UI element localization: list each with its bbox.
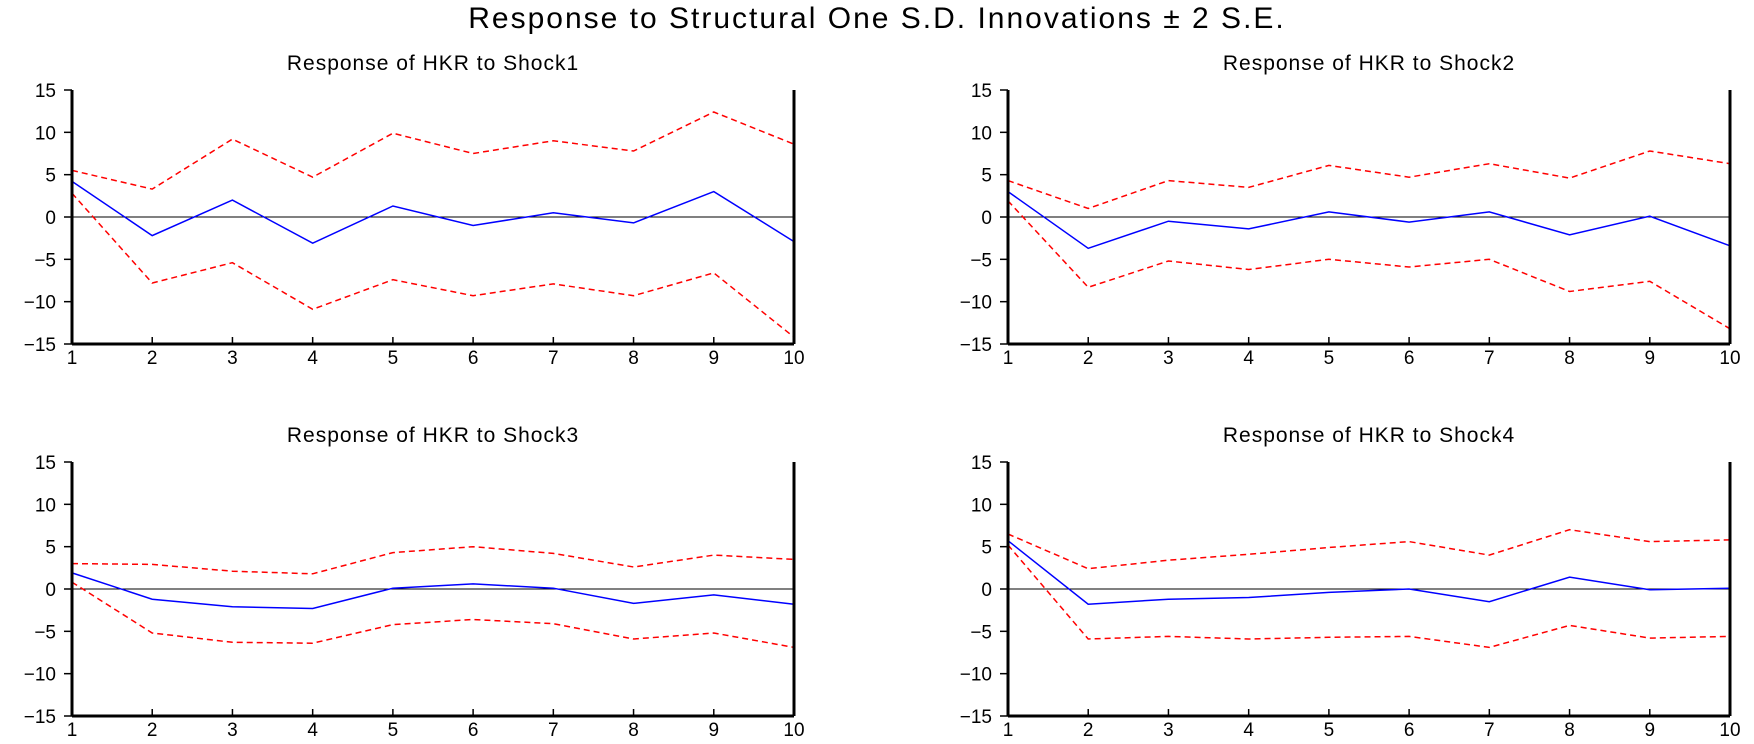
x-tick-label: 2 [1083,720,1094,741]
y-tick-label: 10 [35,123,56,144]
x-tick-label: 10 [1719,720,1740,741]
y-tick-label: −5 [970,622,992,643]
y-tick-label: 15 [35,453,56,474]
x-tick-label: 8 [1564,720,1575,741]
x-tick-label: 10 [783,720,804,741]
y-tick-label: −5 [34,250,56,271]
x-tick-label: 2 [147,348,158,369]
x-tick-label: 9 [708,720,719,741]
y-tick-label: 5 [45,166,56,187]
x-tick-label: 7 [1484,348,1495,369]
x-tick-label: 8 [1564,348,1575,369]
lower-band-line [1007,200,1731,330]
chart-title: Response of HKR to Shock1 [287,52,579,75]
y-tick-label: −15 [960,707,992,728]
response-line [1007,540,1731,605]
x-tick-label: 8 [628,348,639,369]
y-tick-label: −10 [960,665,992,686]
lower-band-line [71,581,795,649]
y-tick-label: −15 [24,707,56,728]
x-tick-label: 7 [548,720,559,741]
y-tick-label: 10 [971,123,992,144]
y-tick-label: 0 [45,580,56,601]
y-tick-label: 10 [35,495,56,516]
x-tick-label: 3 [1163,348,1174,369]
chart-title: Response of HKR to Shock3 [287,424,579,447]
upper-band-line [1007,528,1731,570]
response-line [71,180,795,245]
x-tick-label: 9 [1644,348,1655,369]
x-tick-label: 3 [227,348,238,369]
lower-band-line [71,192,795,338]
y-tick-label: 0 [45,208,56,229]
x-tick-label: 8 [628,720,639,741]
upper-band-line [71,111,795,190]
x-tick-label: 7 [1484,720,1495,741]
y-tick-label: −15 [960,335,992,356]
y-tick-label: 5 [981,166,992,187]
response-line [1007,190,1731,250]
x-tick-label: 5 [1324,720,1335,741]
x-tick-label: 1 [1003,348,1014,369]
x-tick-label: 3 [1163,720,1174,741]
figure-title: Response to Structural One S.D. Innovati… [468,2,1286,35]
x-tick-label: 4 [1243,348,1254,369]
x-tick-label: 5 [1324,348,1335,369]
chart-title: Response of HKR to Shock2 [1223,52,1515,75]
x-tick-label: 7 [548,348,559,369]
x-tick-label: 4 [307,720,318,741]
x-tick-label: 5 [388,720,399,741]
lower-band-line [1007,544,1731,649]
x-tick-label: 9 [708,348,719,369]
x-tick-label: 6 [1404,348,1415,369]
y-tick-label: 15 [35,81,56,102]
y-tick-label: −5 [970,250,992,271]
x-tick-label: 2 [147,720,158,741]
x-tick-label: 9 [1644,720,1655,741]
y-tick-label: 5 [981,538,992,559]
chart-title: Response of HKR to Shock4 [1223,424,1515,447]
chart-panel-1: Response of HKR to Shock1151050−5−10−151… [24,52,805,369]
y-tick-label: 15 [971,81,992,102]
y-tick-label: 5 [45,538,56,559]
y-tick-label: −10 [960,293,992,314]
x-tick-label: 2 [1083,348,1094,369]
y-tick-label: 0 [981,580,992,601]
chart-panel-2: Response of HKR to Shock2151050−5−10−151… [960,52,1741,369]
x-tick-label: 6 [468,348,479,369]
y-tick-label: −5 [34,622,56,643]
y-tick-label: 0 [981,208,992,229]
y-tick-label: −15 [24,335,56,356]
y-tick-label: 10 [971,495,992,516]
chart-panel-3: Response of HKR to Shock3151050−5−10−151… [24,424,805,741]
x-tick-label: 1 [67,348,78,369]
chart-panel-4: Response of HKR to Shock4151050−5−10−151… [960,424,1741,741]
x-tick-label: 1 [1003,720,1014,741]
x-tick-label: 10 [783,348,804,369]
x-tick-label: 4 [307,348,318,369]
x-tick-label: 6 [1404,720,1415,741]
x-tick-label: 5 [388,348,399,369]
x-tick-label: 1 [67,720,78,741]
x-tick-label: 10 [1719,348,1740,369]
y-tick-label: −10 [24,665,56,686]
upper-band-line [71,545,795,575]
x-tick-label: 6 [468,720,479,741]
x-tick-label: 3 [227,720,238,741]
x-tick-label: 4 [1243,720,1254,741]
y-tick-label: 15 [971,453,992,474]
upper-band-line [1007,150,1731,210]
y-tick-label: −10 [24,293,56,314]
response-line [71,572,795,610]
